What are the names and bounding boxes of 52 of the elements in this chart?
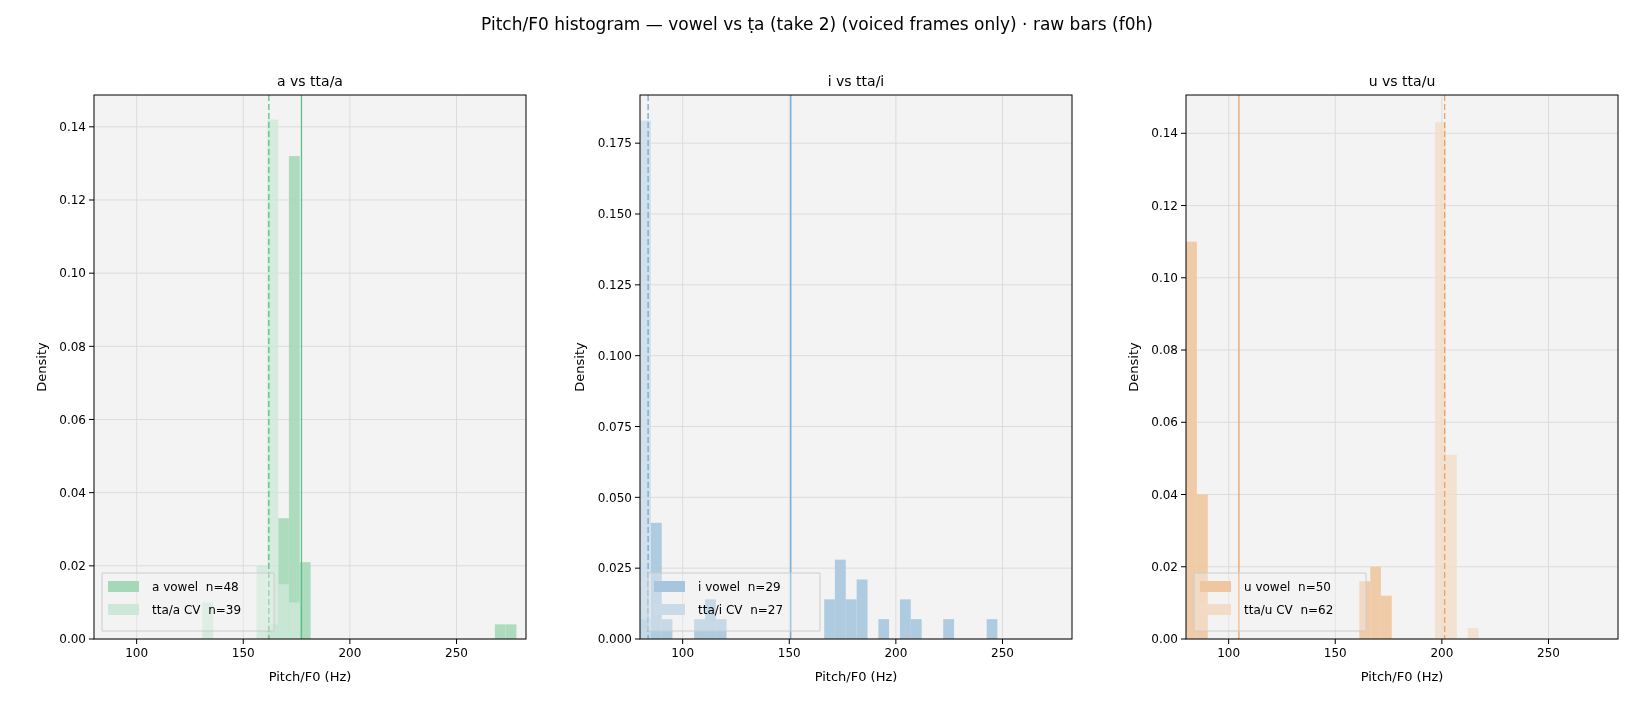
y-tick-label: 0.150 bbox=[597, 207, 632, 222]
x-tick-label: 200 bbox=[338, 646, 362, 660]
x-axis-title: Pitch/F0 (Hz) bbox=[1360, 669, 1444, 684]
y-tick-label: 0.075 bbox=[597, 419, 632, 434]
y-tick-label: 0.06 bbox=[1151, 415, 1178, 430]
x-tick-label: 250 bbox=[991, 646, 1014, 660]
y-axis-title: Density bbox=[572, 341, 587, 392]
y-tick-label: 0.14 bbox=[59, 120, 86, 135]
chart-title: a vs tta/a bbox=[277, 73, 343, 89]
x-axis-title: Pitch/F0 (Hz) bbox=[814, 669, 898, 684]
legend-label: tta/a CV n=39 bbox=[152, 603, 242, 617]
legend-label: u vowel n=50 bbox=[1244, 580, 1331, 594]
legend-label: a vowel n=48 bbox=[152, 580, 239, 594]
y-tick-label: 0.08 bbox=[1151, 343, 1178, 358]
legend-label: tta/u CV n=62 bbox=[1244, 603, 1334, 617]
y-tick-label: 0.08 bbox=[59, 339, 86, 354]
x-tick-label: 100 bbox=[125, 646, 149, 660]
y-tick-label: 0.100 bbox=[597, 348, 632, 363]
y-tick-label: 0.14 bbox=[1151, 126, 1178, 141]
y-tick-label: 0.04 bbox=[1151, 487, 1178, 502]
x-tick-label: 200 bbox=[884, 646, 908, 660]
y-tick-label: 0.04 bbox=[59, 485, 86, 500]
x-tick-label: 150 bbox=[777, 646, 801, 660]
y-tick-label: 0.12 bbox=[1151, 198, 1178, 213]
y-tick-label: 0.02 bbox=[59, 559, 86, 574]
x-tick-label: 150 bbox=[1323, 646, 1347, 660]
x-axis-title: Pitch/F0 (Hz) bbox=[268, 669, 352, 684]
y-tick-label: 0.025 bbox=[597, 561, 632, 576]
y-tick-label: 0.10 bbox=[59, 266, 86, 281]
chart-title: u vs tta/u bbox=[1368, 73, 1436, 89]
y-tick-label: 0.02 bbox=[1151, 559, 1178, 574]
legend-label: tta/i CV n=27 bbox=[698, 603, 784, 617]
y-tick-label: 0.050 bbox=[597, 490, 632, 505]
legend-label: i vowel n=29 bbox=[698, 580, 781, 594]
x-tick-label: 250 bbox=[445, 646, 468, 660]
chart-title: i vs tta/i bbox=[827, 73, 885, 89]
y-tick-label: 0.175 bbox=[597, 136, 632, 151]
x-tick-label: 150 bbox=[231, 646, 255, 660]
y-tick-label: 0.00 bbox=[59, 632, 86, 647]
x-tick-label: 100 bbox=[671, 646, 695, 660]
y-tick-label: 0.12 bbox=[59, 193, 86, 208]
y-axis-title: Density bbox=[1126, 341, 1141, 392]
x-tick-label: 100 bbox=[1217, 646, 1241, 660]
y-tick-label: 0.10 bbox=[1151, 270, 1178, 285]
y-tick-label: 0.00 bbox=[1151, 632, 1178, 647]
y-tick-label: 0.06 bbox=[59, 412, 86, 427]
y-tick-label: 0.125 bbox=[597, 278, 632, 293]
text: Pitch/F0 histogram — vowel vs ṭa (take 2) (voiced frames only) · raw bars (f0h) bbox=[481, 14, 1153, 34]
y-tick-label: 0.000 bbox=[597, 632, 632, 647]
x-tick-label: 250 bbox=[1537, 646, 1560, 660]
x-tick-label: 200 bbox=[1430, 646, 1454, 660]
y-axis-title: Density bbox=[34, 341, 49, 392]
